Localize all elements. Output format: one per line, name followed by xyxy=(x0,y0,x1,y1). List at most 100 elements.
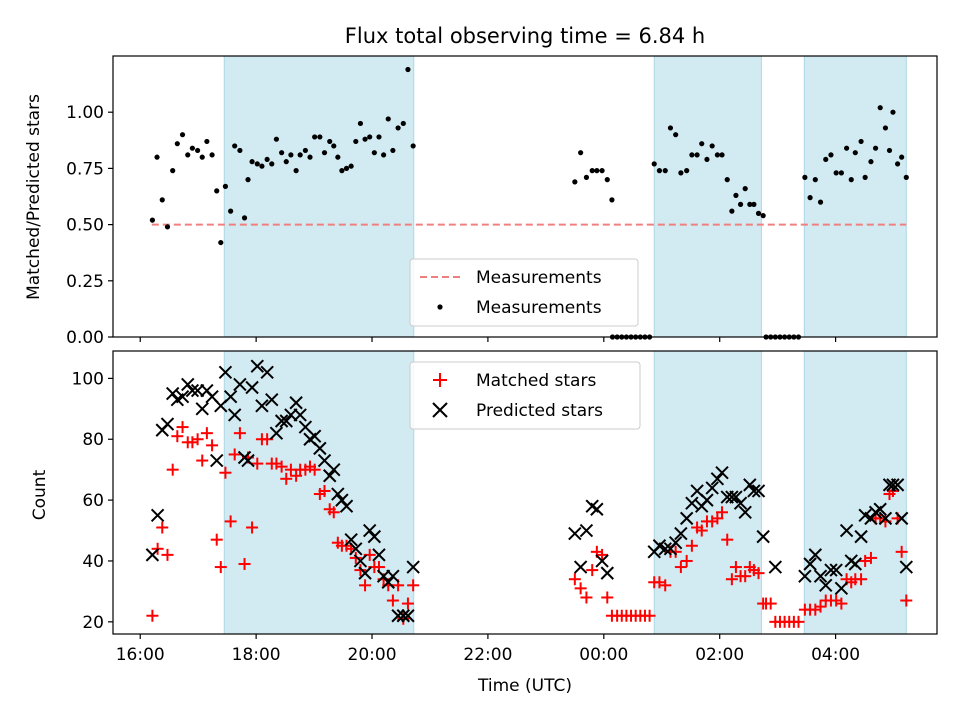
predicted-star-point xyxy=(255,399,269,413)
predicted-star-point xyxy=(829,563,843,577)
y-tick-label: 20 xyxy=(82,613,104,633)
predicted-star-point xyxy=(145,548,160,562)
measurement-point xyxy=(689,152,695,158)
predicted-star-point xyxy=(181,377,195,392)
predicted-star-point xyxy=(899,560,913,574)
predicted-star-point xyxy=(738,505,752,519)
predicted-star-point xyxy=(595,554,609,568)
matched-star-point xyxy=(864,551,877,564)
measurement-point xyxy=(279,150,285,156)
predicted-star-point xyxy=(245,380,259,395)
matched-star-point xyxy=(210,533,223,546)
measurement-point xyxy=(327,138,333,145)
measurement-point xyxy=(376,134,382,140)
measurement-point xyxy=(737,201,744,207)
measurement-point xyxy=(886,147,893,154)
matched-star-point xyxy=(166,463,179,476)
measurement-point xyxy=(214,188,220,194)
measurement-point xyxy=(189,145,195,151)
predicted-star-point xyxy=(406,560,420,574)
predicted-star-point xyxy=(233,377,247,392)
matched-star-point xyxy=(814,600,827,613)
matched-star-point xyxy=(146,609,159,622)
measurement-point xyxy=(802,174,808,180)
matched-star-point xyxy=(601,591,614,604)
measurement-point xyxy=(237,147,243,154)
measurement-point xyxy=(317,134,323,140)
predicted-star-point xyxy=(165,386,180,401)
measurement-point xyxy=(357,120,364,127)
predicted-star-point xyxy=(344,532,358,547)
measurement-point xyxy=(599,168,605,174)
predicted-star-point xyxy=(839,523,854,538)
predicted-star-point xyxy=(307,429,322,443)
measurement-point xyxy=(159,197,165,203)
predicted-star-point xyxy=(756,529,770,544)
matched-star-point xyxy=(290,469,303,482)
measurement-point xyxy=(195,147,201,154)
measurement-point xyxy=(283,159,289,165)
measurement-point xyxy=(823,156,829,163)
measurement-point xyxy=(218,239,224,246)
measurement-point xyxy=(833,170,839,176)
measurement-point xyxy=(755,210,762,216)
matched-star-point xyxy=(308,463,321,476)
predicted-star-point xyxy=(289,396,303,410)
predicted-star-point xyxy=(668,536,683,550)
predicted-star-point xyxy=(798,569,812,583)
measurement-point xyxy=(667,125,674,131)
y-tick-label: 60 xyxy=(82,491,104,511)
measurement-point xyxy=(154,154,160,160)
predicted-star-point xyxy=(279,414,293,428)
predicted-star-point xyxy=(813,569,828,583)
predicted-star-point xyxy=(358,566,372,580)
matched-star-point xyxy=(251,457,264,470)
measurement-point xyxy=(699,141,705,147)
measurement-point xyxy=(269,161,275,167)
predicted-star-point xyxy=(160,417,175,431)
measurement-point xyxy=(651,161,657,167)
y-tick-label: 40 xyxy=(82,552,104,572)
matched-star-point xyxy=(359,579,372,592)
predicted-star-point xyxy=(747,484,761,498)
predicted-star-point xyxy=(710,472,725,486)
y-tick-label: 0.50 xyxy=(66,216,104,236)
y-axis-ticks: 20 40 60 80 100 xyxy=(72,369,113,633)
matched-star-point xyxy=(233,427,246,440)
predicted-star-point xyxy=(323,469,337,483)
measurement-point xyxy=(604,177,610,183)
measurement-point xyxy=(807,195,813,201)
measurement-point xyxy=(862,174,868,180)
matched-star-point xyxy=(386,594,399,607)
measurement-point xyxy=(882,125,889,131)
matched-star-point xyxy=(327,506,340,519)
y-tick-label: 1.00 xyxy=(66,103,104,123)
measurement-point xyxy=(844,145,850,151)
matched-star-point xyxy=(318,484,331,497)
predicted-star-point xyxy=(573,560,588,574)
measurement-point xyxy=(367,134,373,140)
predicted-star-point xyxy=(674,526,688,541)
predicted-star-point xyxy=(210,453,224,468)
measurement-point xyxy=(609,197,615,203)
measurement-point xyxy=(405,66,411,73)
measurement-point xyxy=(868,159,874,165)
matched-star-point xyxy=(280,472,293,485)
predicted-star-point xyxy=(185,383,200,398)
predicted-star-point xyxy=(241,453,255,468)
matched-star-point xyxy=(659,579,672,592)
plot-frame xyxy=(112,350,938,635)
measurement-point xyxy=(264,156,270,163)
measurement-point xyxy=(209,152,215,158)
predicted-star-point xyxy=(729,490,743,504)
measurement-point xyxy=(903,174,909,180)
matched-star-point xyxy=(711,512,724,525)
predicted-star-point xyxy=(331,487,345,501)
y-tick-label: 80 xyxy=(82,430,104,450)
predicted-star-point xyxy=(367,529,382,544)
predicted-star-point xyxy=(568,526,582,541)
predicted-star-point xyxy=(768,560,783,574)
matched-star-point xyxy=(401,597,414,610)
measurement-point xyxy=(149,217,156,223)
